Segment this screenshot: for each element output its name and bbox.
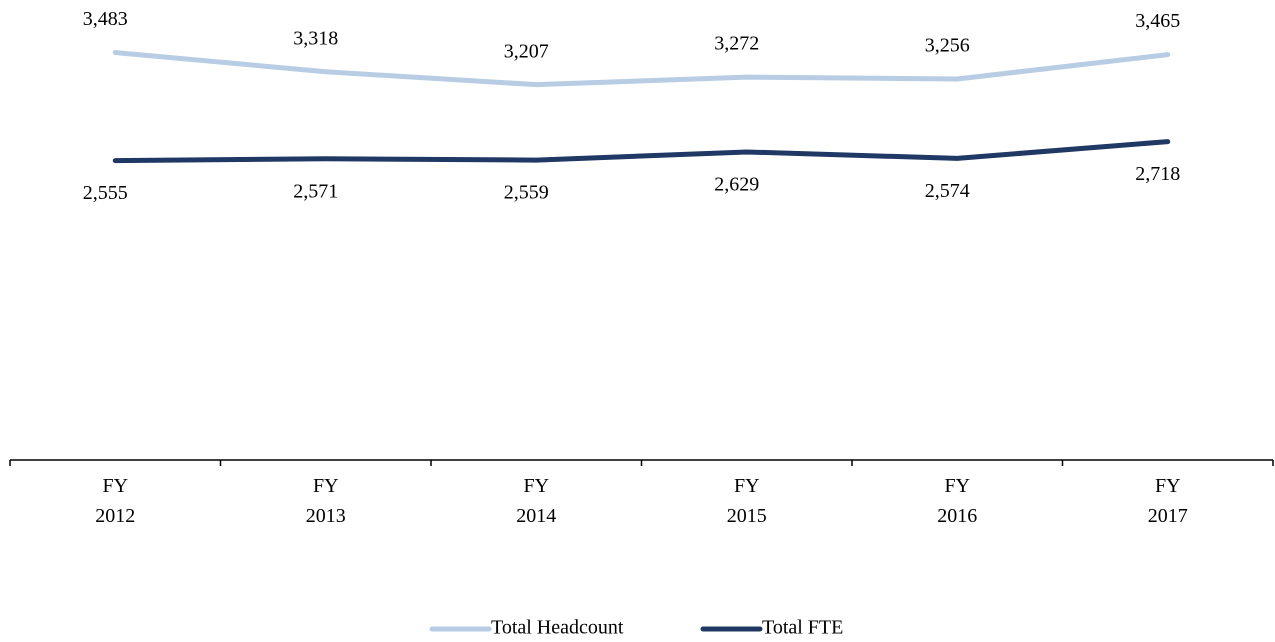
x-tick-label: FY 2013 [306,475,346,527]
x-tick-label: FY 2017 [1148,475,1188,527]
data-label: 3,272 [714,33,759,55]
data-label: 2,559 [504,182,549,204]
data-label: 3,256 [925,35,970,57]
x-tick-label: FY 2014 [516,475,556,527]
data-label: 2,555 [83,182,128,204]
data-label: 3,465 [1135,10,1180,32]
x-tick-label: FY 2016 [937,475,977,527]
x-tick-label: FY 2015 [727,475,767,527]
series-line [112,50,1171,88]
data-label: 3,318 [293,27,338,49]
x-tick-label: FY 2012 [95,475,135,527]
data-label: 2,574 [925,180,970,202]
data-label: 3,207 [504,40,549,62]
legend-label: Total Headcount [491,617,624,639]
data-label: 2,629 [714,174,759,196]
series-line [112,139,1171,164]
data-label: 2,718 [1135,163,1180,185]
legend-label: Total FTE [762,617,843,639]
data-label: 2,571 [293,180,338,202]
data-label: 3,483 [83,8,128,30]
